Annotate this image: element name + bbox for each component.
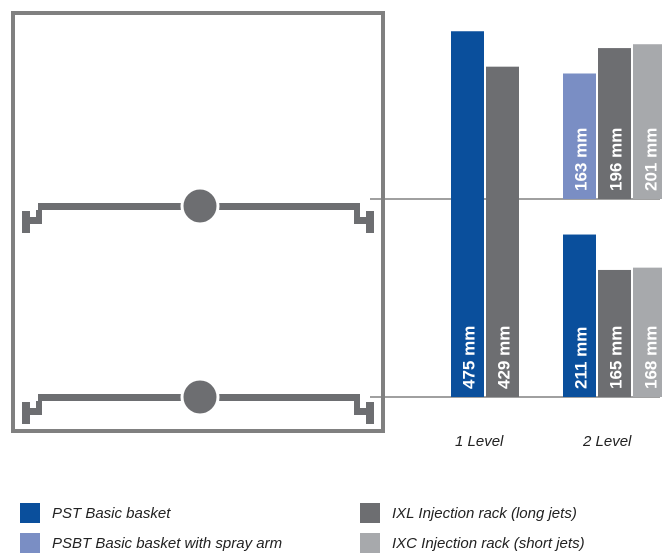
rail-bracket-right-arm: [354, 217, 368, 224]
bar-2-level-upper-ixl-label: 196 mm: [607, 128, 626, 191]
cabinet-illustration: [11, 11, 660, 433]
spray-arm-hub: [180, 377, 220, 417]
bar-2-level-upper-ixc-label: 201 mm: [642, 128, 661, 191]
rail-bracket-left-post: [36, 401, 42, 411]
bar-2-level-lower-pst-label: 211 mm: [572, 327, 591, 389]
x-category-label-1-level: 1 Level: [455, 433, 504, 450]
legend-label-pst: PST Basic basket: [52, 504, 171, 522]
legend-label-ixc: IXC Injection rack (short jets): [392, 534, 585, 552]
legend-item-psbt: PSBT Basic basket with spray arm: [20, 530, 282, 556]
legend-item-pst: PST Basic basket: [20, 500, 170, 526]
rail-bracket-left-arm: [28, 217, 42, 224]
bar-2-level-lower-ixc: [633, 267, 662, 397]
legend-swatch-ixl: [360, 503, 380, 523]
legend-label-ixl: IXL Injection rack (long jets): [392, 504, 577, 522]
rail-bracket-left-post: [36, 210, 42, 220]
bar-2-level-upper-psbt: [563, 73, 596, 199]
bar-2-level-upper-psbt-label: 163 mm: [572, 128, 591, 191]
bar-1-level-lower-pst-label: 475 mm: [460, 326, 479, 389]
bar-2-level-lower-ixl-label: 165 mm: [607, 326, 626, 389]
bar-1-level-lower-ixl-label: 429 mm: [495, 326, 514, 389]
bar-2-level-upper-ixc: [633, 44, 662, 200]
cabinet-frame: [11, 11, 385, 433]
lower-rail: [22, 377, 374, 424]
rail-bracket-left-arm: [28, 408, 42, 415]
upper-rail: [22, 186, 374, 233]
bar-2-level-lower-pst: [563, 234, 596, 397]
rail-bracket-right-arm: [354, 408, 368, 415]
bar-1-level-lower-ixl: [486, 66, 519, 398]
bar-1-level-lower-pst: [451, 31, 484, 397]
rail-bracket-right-post: [354, 210, 360, 220]
bar-2-level-lower-ixc-label: 168 mm: [642, 326, 661, 389]
legend-swatch-psbt: [20, 533, 40, 553]
legend-label-psbt: PSBT Basic basket with spray arm: [52, 534, 283, 552]
rail-bracket-left: [22, 211, 30, 233]
bar-2-level-upper-ixl: [598, 48, 631, 199]
bar-group: 475 mm 429 mm 163 mm 196 mm 201 mm 211 mm 165 …: [451, 31, 662, 398]
rail-bracket-right: [366, 402, 374, 424]
rail-bracket-right: [366, 211, 374, 233]
legend-swatch-ixc: [360, 533, 380, 553]
bar-2-level-lower-ixl: [598, 269, 631, 397]
rail-bracket-left: [22, 402, 30, 424]
x-category-label-2-level: 2 Level: [583, 433, 632, 450]
legend-item-ixl: IXL Injection rack (long jets): [360, 500, 577, 526]
rail-bracket-right-post: [354, 401, 360, 411]
legend-item-ixc: IXC Injection rack (short jets): [360, 530, 585, 556]
spray-arm-hub: [180, 186, 220, 226]
legend-swatch-pst: [20, 503, 40, 523]
